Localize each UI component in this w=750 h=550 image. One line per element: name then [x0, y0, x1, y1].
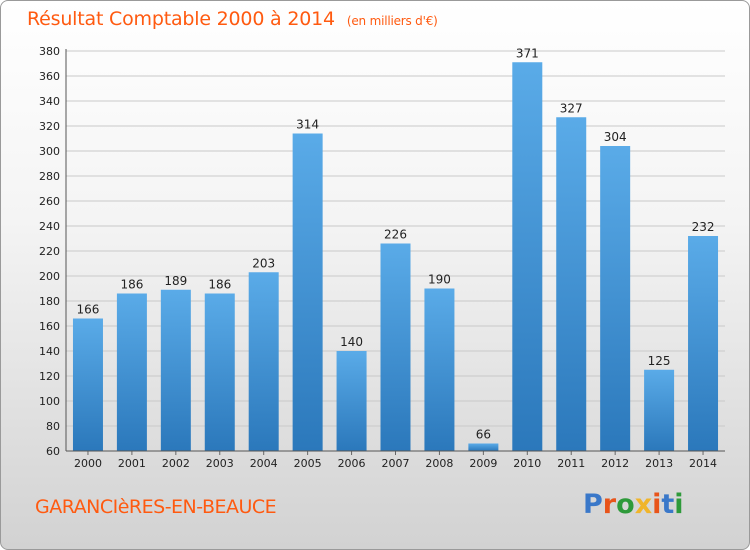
data-label: 125: [648, 354, 671, 368]
bar: [292, 133, 323, 451]
data-labels: 166 186 189 186 203 314 140 226 190 66 371 327 304 12…: [77, 46, 715, 441]
y-tick-label: 300: [39, 145, 60, 158]
data-label: 203: [252, 256, 275, 270]
x-tick-label: 2007: [382, 457, 410, 470]
y-tick-label: 60: [46, 445, 60, 458]
x-tick-label: 2001: [118, 457, 146, 470]
chart-title: Résultat Comptable 2000 à 2014 (en millie…: [27, 8, 438, 30]
data-label: 371: [516, 46, 539, 60]
y-tick-label: 240: [39, 220, 60, 233]
x-tick-label: 2004: [250, 457, 278, 470]
data-label: 314: [296, 118, 319, 132]
axes: [65, 49, 725, 452]
logo-letter: o: [616, 489, 635, 520]
bar: [380, 243, 411, 451]
y-tick-label: 80: [46, 420, 60, 433]
y-tick-label: 140: [39, 345, 60, 358]
bar: [688, 236, 719, 451]
y-axis-tick-labels: 60 80 100 120 140 160 180 200 220 240 260 280 300 320…: [39, 45, 60, 458]
data-label: 186: [208, 278, 231, 292]
x-tick-label: 2008: [425, 457, 453, 470]
y-tick-label: 180: [39, 295, 60, 308]
bar: [424, 288, 455, 451]
x-tick-label: 2010: [513, 457, 541, 470]
bars: [72, 62, 719, 451]
logo-letter: x: [634, 489, 653, 520]
data-label: 186: [120, 278, 143, 292]
data-label: 140: [340, 335, 363, 349]
logo-letter: r: [602, 489, 617, 520]
logo-letter: P: [583, 489, 603, 520]
x-tick-label: 2002: [162, 457, 190, 470]
y-tick-label: 200: [39, 270, 60, 283]
bar: [248, 272, 279, 451]
y-tick-label: 220: [39, 245, 60, 258]
x-tick-label: 2013: [645, 457, 673, 470]
x-tick-label: 2003: [206, 457, 234, 470]
y-tick-label: 360: [39, 70, 60, 83]
bar: [204, 293, 235, 451]
data-label: 304: [604, 130, 627, 144]
x-tick-label: 2005: [294, 457, 322, 470]
y-tick-label: 340: [39, 95, 60, 108]
y-tick-label: 160: [39, 320, 60, 333]
bar: [600, 146, 631, 451]
y-tick-label: 260: [39, 195, 60, 208]
bar: [116, 293, 147, 451]
y-tick-label: 120: [39, 370, 60, 383]
title-unit: (en milliers d'€): [346, 14, 438, 28]
logo-letter: i: [674, 489, 684, 520]
y-tick-label: 320: [39, 120, 60, 133]
bar: [336, 351, 367, 451]
data-label: 226: [384, 228, 407, 242]
logo-letter: i: [652, 489, 662, 520]
data-label: 190: [428, 273, 451, 287]
y-tick-label: 380: [39, 45, 60, 58]
bar: [556, 117, 587, 451]
commune-name: GARANCIèRES-EN-BEAUCE: [35, 496, 277, 518]
y-tick-label: 100: [39, 395, 60, 408]
bar: [644, 369, 675, 451]
bar: [512, 62, 543, 451]
x-tick-label: 2009: [469, 457, 497, 470]
x-tick-label: 2012: [601, 457, 629, 470]
bar: [72, 318, 103, 451]
data-label: 189: [164, 274, 187, 288]
title-main: Résultat Comptable 2000 à 2014: [27, 8, 335, 30]
proxiti-logo: Proxiti: [583, 489, 684, 520]
bar: [468, 443, 499, 451]
data-label: 66: [476, 428, 491, 442]
x-tick-label: 2011: [557, 457, 585, 470]
x-tick-label: 2014: [689, 457, 717, 470]
x-tick-label: 2006: [338, 457, 366, 470]
data-label: 166: [77, 303, 100, 317]
bar: [160, 289, 191, 451]
x-axis-tick-labels: 2000 2001 2002 2003 2004 2005 2006 2007 2008 2009…: [74, 451, 717, 470]
y-tick-label: 280: [39, 170, 60, 183]
data-label: 232: [692, 220, 715, 234]
logo-letter: t: [661, 489, 675, 520]
x-tick-label: 2000: [74, 457, 102, 470]
data-label: 327: [560, 101, 583, 115]
